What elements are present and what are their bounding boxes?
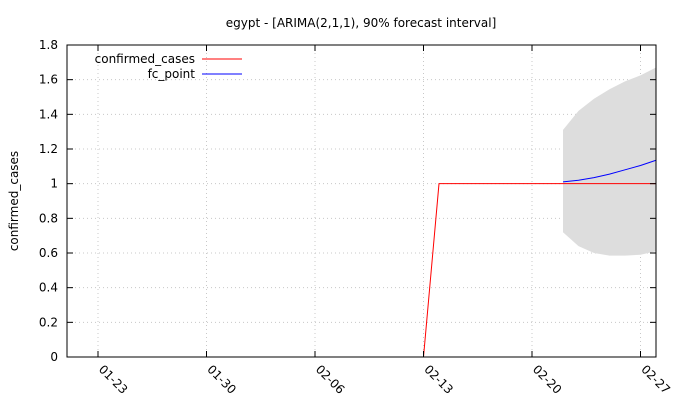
y-tick-label: 0 [50, 350, 58, 364]
x-tick-label: 01-30 [204, 362, 239, 397]
x-tick-label: 02-27 [638, 362, 673, 397]
x-tick-label: 01-23 [96, 362, 131, 397]
y-tick-label: 0.6 [39, 246, 58, 260]
y-axis-ticks: 0 0.2 0.4 0.6 0.8 1 1.2 1.4 1.6 1.8 [39, 38, 656, 364]
y-axis-label: confirmed_cases [7, 151, 21, 251]
legend-label-confirmed-cases: confirmed_cases [95, 52, 195, 66]
y-tick-label: 1.6 [39, 73, 58, 87]
x-tick-label: 02-13 [421, 362, 456, 397]
y-tick-label: 0.4 [39, 281, 58, 295]
chart-title: egypt - [ARIMA(2,1,1), 90% forecast inte… [226, 16, 497, 30]
legend: confirmed_cases fc_point [95, 52, 242, 81]
x-tick-label: 02-06 [313, 362, 348, 397]
y-tick-label: 1.2 [39, 142, 58, 156]
forecast-interval-band [563, 67, 656, 256]
y-tick-label: 0.2 [39, 315, 58, 329]
y-tick-label: 1 [50, 177, 58, 191]
plot-frame [66, 44, 657, 358]
x-tick-label: 02-20 [530, 362, 565, 397]
y-tick-label: 0.8 [39, 211, 58, 225]
y-tick-label: 1.8 [39, 38, 58, 52]
forecast-interval-area [563, 67, 656, 256]
legend-label-fc-point: fc_point [148, 67, 196, 81]
y-tick-label: 1.4 [39, 107, 58, 121]
series-line-fc-point [562, 159, 657, 183]
